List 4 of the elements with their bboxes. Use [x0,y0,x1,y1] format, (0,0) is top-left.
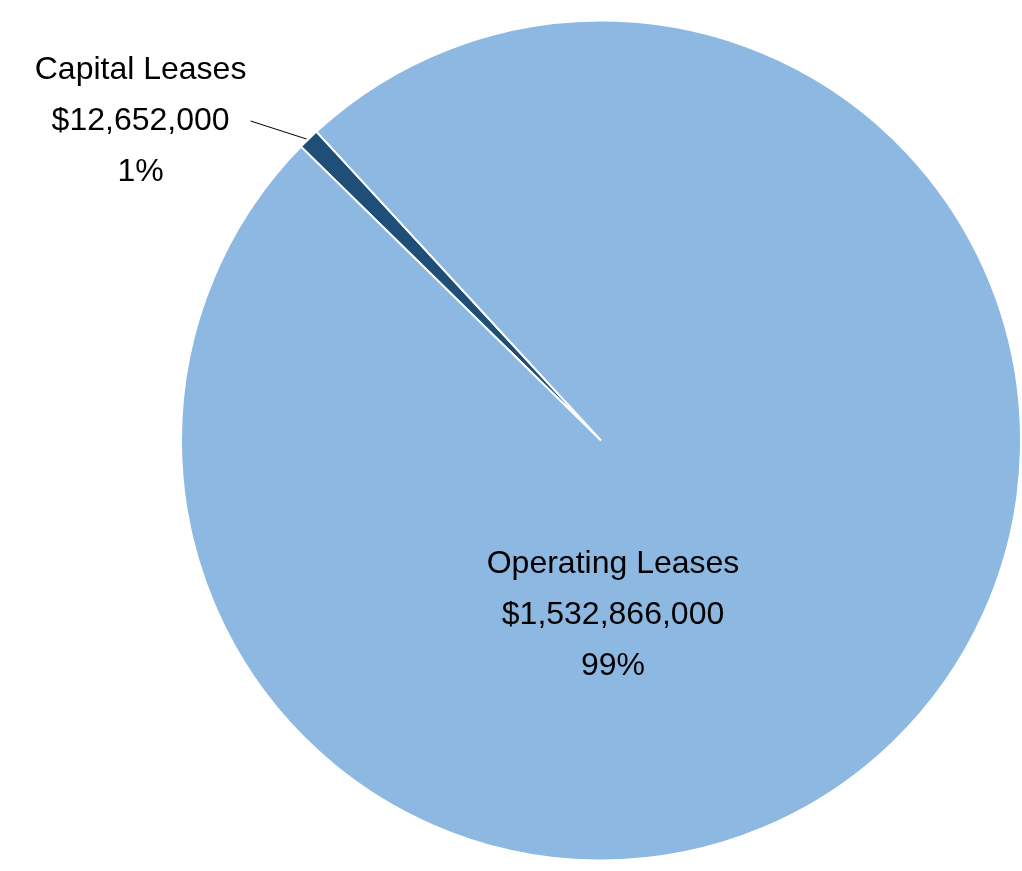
slice-label: Capital Leases [34,49,247,86]
slice-label: Operating Leases [486,544,740,581]
data-label: $1,532,866,000 99% [501,595,725,683]
data-label: $12,652,000 1% [51,100,230,188]
